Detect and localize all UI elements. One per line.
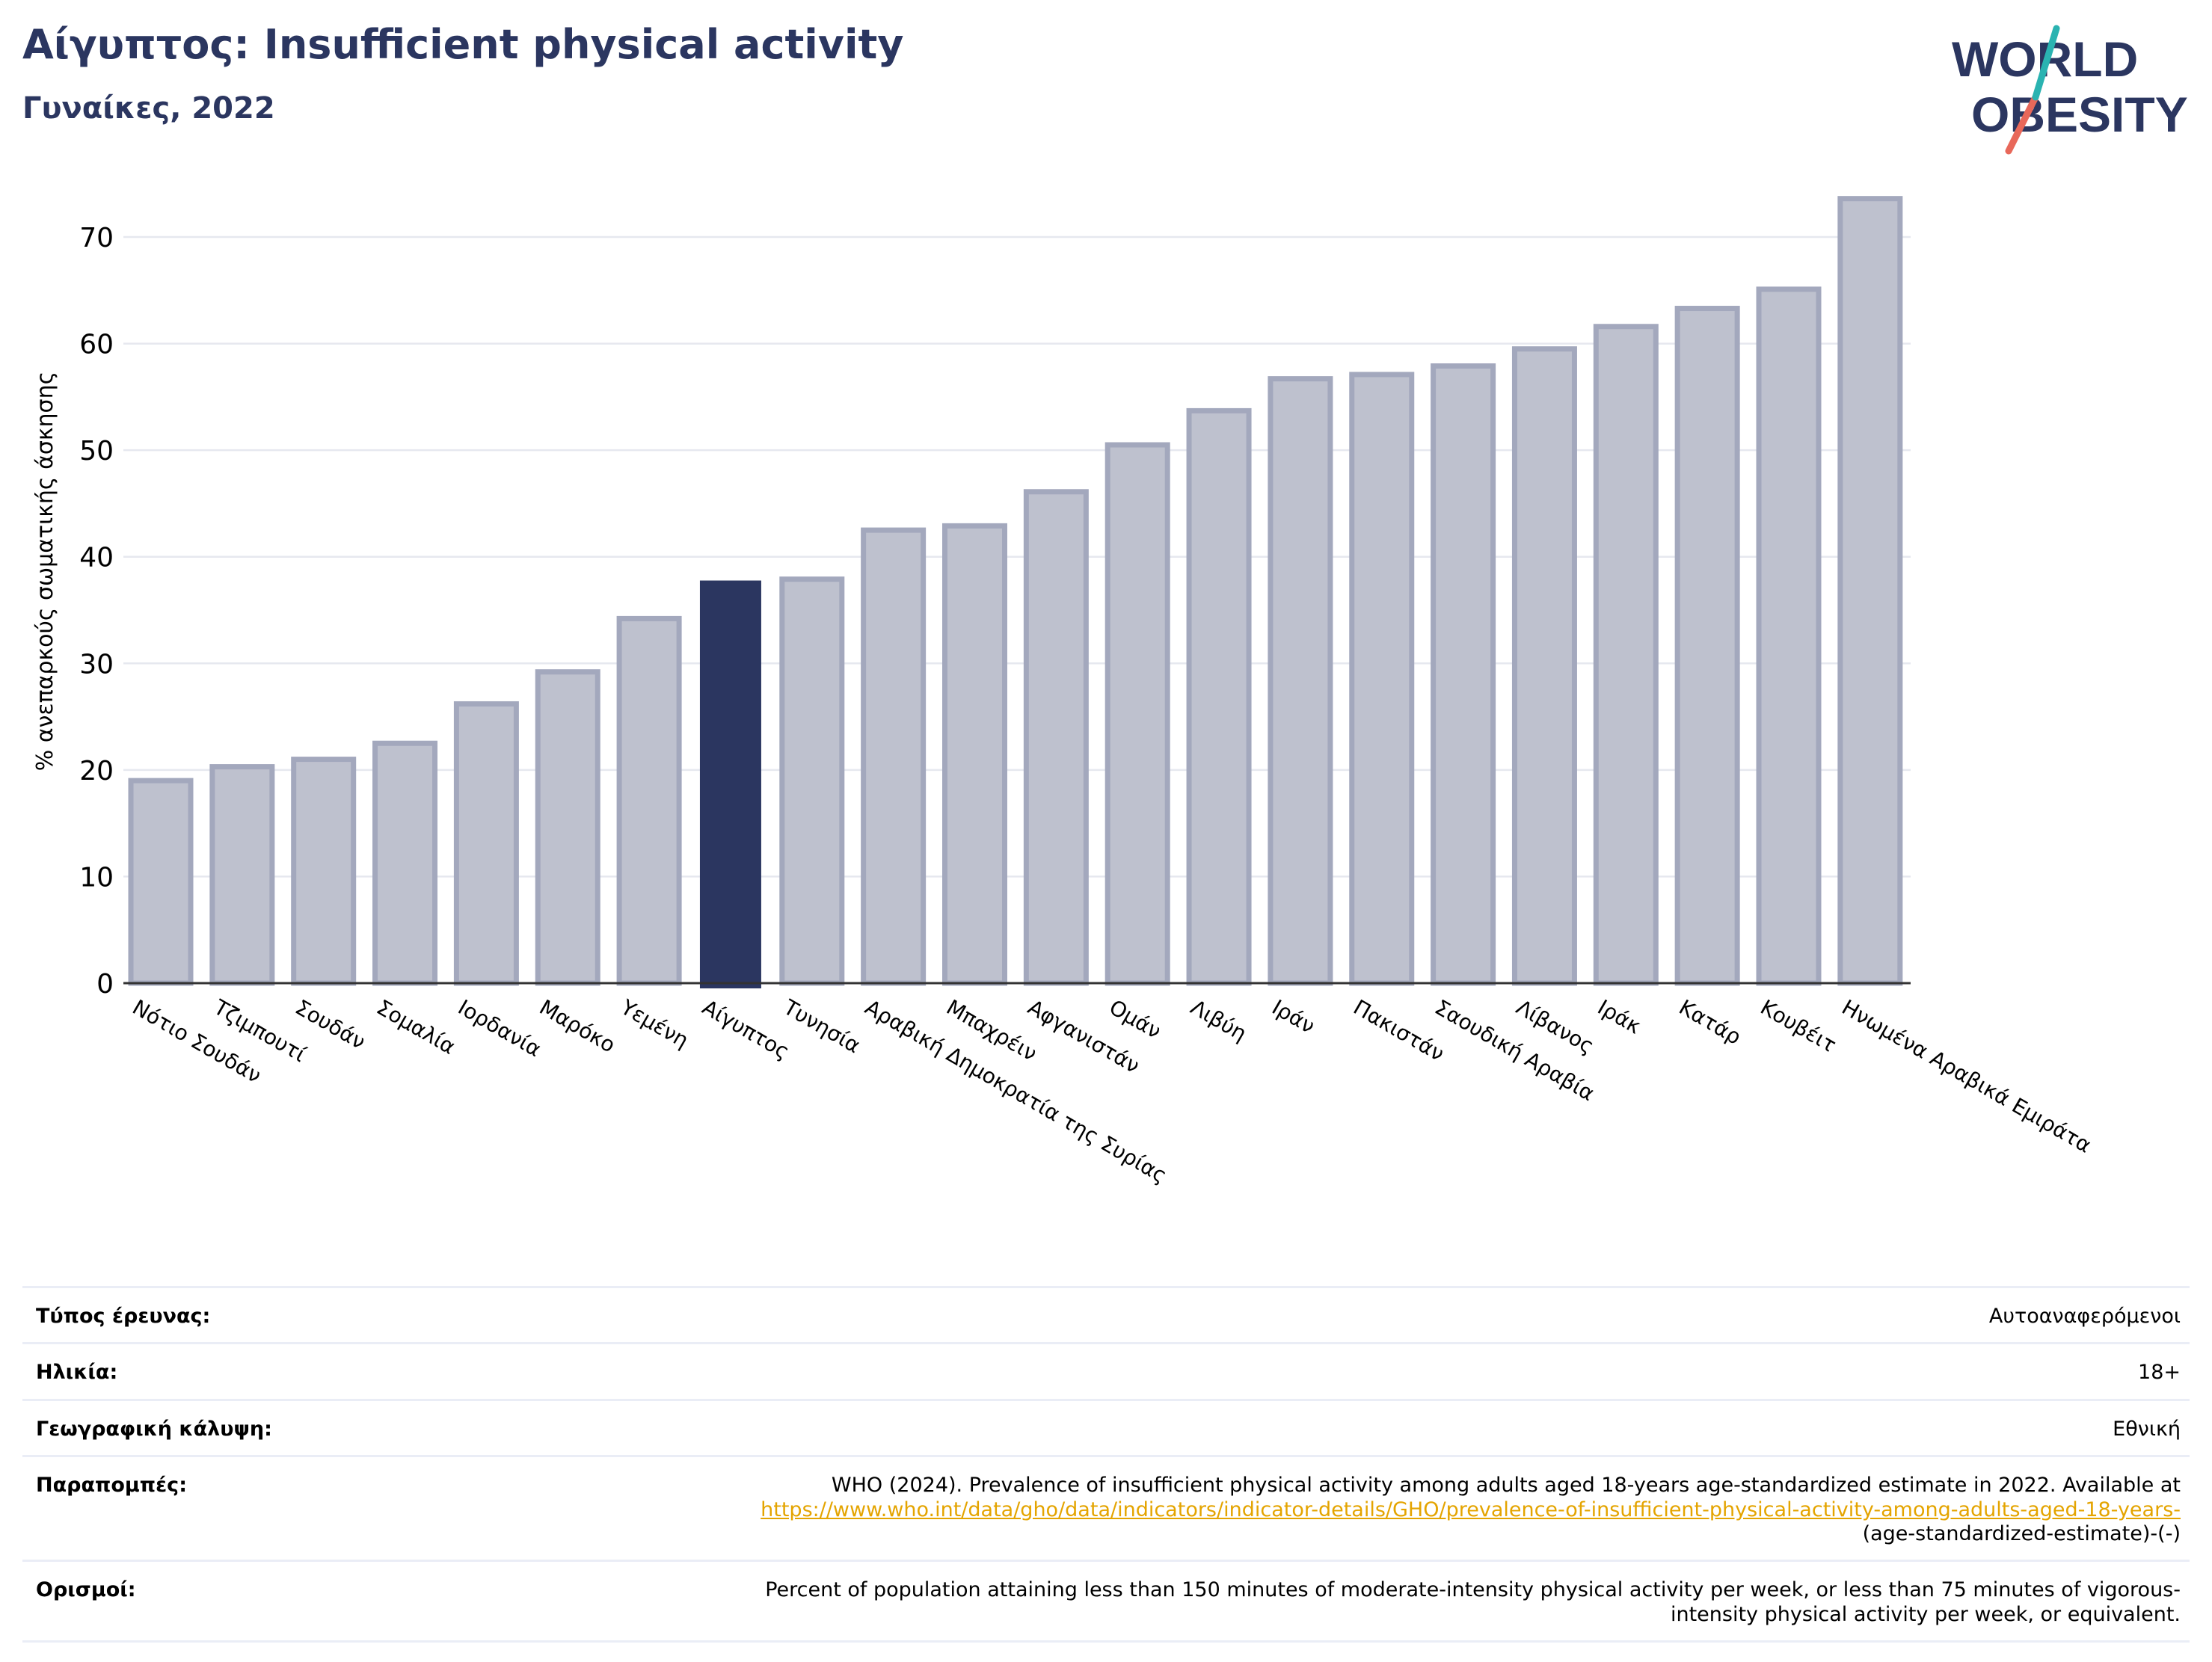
definitions-label: Ορισμοί: — [36, 1578, 136, 1602]
y-tick-label: 10 — [79, 862, 114, 893]
x-tick-label: Ιορδανία — [454, 994, 545, 1062]
x-tick-label: Ομάν — [1105, 994, 1166, 1044]
bar — [128, 778, 194, 986]
y-tick-label: 60 — [79, 330, 114, 360]
bar — [453, 701, 519, 986]
age-label: Ηλικία: — [36, 1361, 118, 1385]
x-tick-label: Τυνησία — [778, 994, 864, 1058]
x-tick-label: Πακιστάν — [1349, 994, 1448, 1066]
bar — [779, 576, 845, 986]
x-tick-label: Ηνωμένα Αραβικά Εμιράτα — [1837, 994, 2095, 1157]
bar-highlighted — [699, 580, 761, 988]
y-tick-label: 30 — [79, 649, 114, 680]
bar — [1756, 286, 1822, 986]
bar — [291, 757, 357, 986]
y-tick-label: 50 — [79, 436, 114, 467]
definitions-line1: Percent of population attaining less tha… — [765, 1578, 2181, 1602]
x-tick-label: Κουβέιτ — [1757, 994, 1841, 1057]
y-tick-labels: 0 10 20 30 40 50 60 70 — [79, 223, 114, 1000]
chart-subtitle: Γυναίκες, 2022 — [22, 91, 275, 126]
x-tick-label: Κατάρ — [1675, 994, 1745, 1050]
x-tick-label: Σομαλία — [372, 994, 460, 1059]
bar — [1105, 442, 1170, 986]
x-tick-label: Αίγυπτος — [698, 994, 793, 1064]
y-tick-label: 70 — [79, 223, 114, 253]
references-link[interactable]: https://www.who.int/data/gho/data/indica… — [761, 1498, 2181, 1521]
references-value: WHO (2024). Prevalence of insufficient p… — [761, 1474, 2181, 1546]
y-tick-label: 40 — [79, 543, 114, 573]
bar — [1674, 306, 1740, 986]
meta-row-definitions: Ορισμοί: Percent of population attaining… — [22, 1560, 2190, 1643]
bars — [128, 196, 1903, 988]
y-tick-label: 0 — [96, 969, 114, 1000]
bar — [1593, 324, 1659, 986]
logo-slash-teal — [2032, 25, 2060, 101]
logo-line2: OBESITY — [1971, 87, 2188, 142]
x-tick-label: Ιράκ — [1594, 994, 1645, 1038]
bar — [1268, 376, 1333, 986]
bar — [1837, 196, 1903, 986]
bar — [1431, 363, 1496, 986]
definitions-line2: intensity physical activity per week, or… — [1670, 1602, 2181, 1626]
x-tick-label: Ιράν — [1268, 994, 1319, 1038]
meta-row-references: Παραπομπές: WHO (2024). Prevalence of in… — [22, 1455, 2190, 1560]
x-tick-label: Λιβύη — [1187, 994, 1251, 1046]
x-tick-label: Μαρόκο — [535, 994, 620, 1057]
bar-chart: 0 10 20 30 40 50 60 70 Νότιο ΣουδάνΤζιμπουτίΣου… — [32, 196, 2096, 1188]
y-axis-label: % ανεπαρκούς σωματικής άσκησης — [32, 372, 58, 771]
bar — [1511, 346, 1577, 986]
references-text: WHO (2024). Prevalence of insufficient p… — [831, 1474, 2181, 1498]
coverage-value: Εθνική — [2113, 1417, 2181, 1441]
chart-title: Αίγυπτος: Insufficient physical activity — [22, 21, 904, 68]
bar — [1023, 489, 1089, 986]
logo-slash-red — [2005, 93, 2039, 155]
bar — [372, 740, 438, 986]
x-tick-label: Υεμένη — [616, 994, 693, 1053]
references-tail: (age-standardized-estimate)-(-) — [1862, 1521, 2181, 1545]
bar — [1186, 407, 1252, 986]
definitions-value: Percent of population attaining less tha… — [765, 1578, 2181, 1627]
bar — [942, 523, 1007, 986]
meta-row-survey: Τύπος έρευνας: Αυτοαναφερόμενοι — [22, 1286, 2190, 1342]
meta-row-coverage: Γεωγραφική κάλυψη: Εθνική — [22, 1398, 2190, 1455]
references-label: Παραπομπές: — [36, 1474, 187, 1498]
bar — [1349, 372, 1415, 986]
metadata-table: Τύπος έρευνας: Αυτοαναφερόμενοι Ηλικία: … — [22, 1286, 2190, 1643]
survey-type-label: Τύπος έρευνας: — [36, 1305, 211, 1328]
bar — [209, 764, 275, 986]
survey-type-value: Αυτοαναφερόμενοι — [1988, 1305, 2181, 1328]
bar — [861, 527, 927, 986]
y-tick-label: 20 — [79, 756, 114, 787]
age-value: 18+ — [2138, 1361, 2181, 1385]
world-obesity-logo: WORLD OBESITY — [1952, 25, 2188, 155]
bar — [616, 615, 682, 986]
meta-row-age: Ηλικία: 18+ — [22, 1342, 2190, 1398]
coverage-label: Γεωγραφική κάλυψη: — [36, 1417, 272, 1441]
bar — [535, 669, 600, 986]
